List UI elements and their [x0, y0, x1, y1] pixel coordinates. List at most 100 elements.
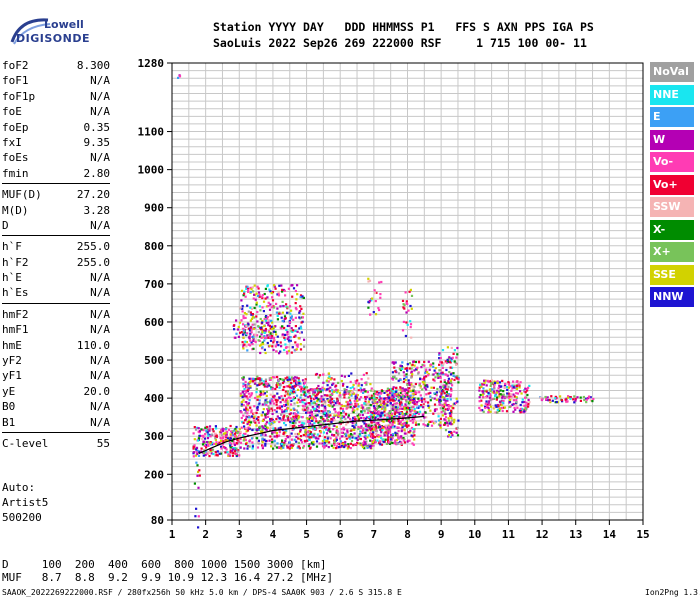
echo-point: [419, 419, 423, 422]
echo-point: [207, 444, 210, 447]
echo-point: [420, 366, 423, 369]
echo-point: [298, 447, 301, 450]
echo-point: [261, 321, 264, 324]
echo-point: [323, 446, 326, 449]
echo-point: [313, 397, 316, 400]
echo-point: [401, 426, 404, 429]
echo-point: [407, 381, 411, 384]
echo-point: [230, 437, 233, 440]
echo-point: [433, 379, 436, 382]
echo-point: [286, 403, 289, 406]
echo-point: [326, 439, 329, 442]
echo-point: [242, 414, 245, 417]
echo-point: [377, 413, 380, 416]
echo-point: [298, 381, 301, 385]
echo-point: [364, 390, 367, 393]
echo-point: [305, 386, 309, 389]
echo-point: [289, 417, 292, 420]
echo-point: [329, 378, 332, 381]
echo-point: [391, 361, 394, 364]
echo-point: [326, 418, 329, 422]
echo-point: [300, 386, 303, 389]
echo-point: [207, 451, 210, 454]
echo-point: [355, 396, 358, 399]
echo-point: [429, 395, 432, 398]
echo-point: [315, 437, 318, 440]
echo-point: [482, 410, 485, 413]
echo-point: [572, 398, 575, 401]
echo-point: [450, 410, 453, 414]
echo-point: [443, 379, 446, 382]
echo-point: [411, 415, 414, 418]
echo-point: [430, 363, 433, 366]
echo-point: [455, 376, 458, 379]
echo-point: [439, 356, 442, 360]
echo-point: [449, 381, 453, 384]
echo-point: [376, 401, 379, 404]
param-row: yF1 N/A: [2, 368, 110, 383]
echo-point: [442, 405, 446, 408]
echo-point: [254, 396, 257, 400]
echo-point: [297, 377, 300, 380]
echo-point: [256, 310, 259, 314]
echo-point: [383, 434, 386, 437]
echo-point: [262, 408, 265, 411]
echo-point: [259, 430, 263, 433]
echo-point: [349, 417, 352, 421]
echo-point: [299, 331, 302, 335]
echo-point: [245, 313, 248, 316]
echo-point: [393, 366, 396, 369]
echo-point: [297, 398, 300, 401]
echo-point: [397, 388, 400, 392]
echo-point: [361, 406, 364, 409]
echo-point: [197, 427, 200, 430]
legend-item: W: [650, 129, 694, 150]
echo-point: [297, 379, 301, 382]
echo-point: [483, 389, 486, 393]
echo-point: [240, 299, 243, 302]
echo-point: [513, 406, 516, 410]
echo-point: [346, 430, 349, 433]
echo-point: [214, 425, 217, 428]
echo-point: [246, 403, 249, 406]
echo-point: [390, 412, 393, 415]
echo-point: [410, 434, 413, 437]
echo-point: [252, 339, 255, 342]
echo-point: [218, 441, 221, 444]
echo-point: [374, 401, 377, 405]
echo-point: [349, 380, 352, 383]
echo-point: [399, 412, 403, 415]
echo-point: [245, 391, 248, 394]
echo-point: [292, 287, 296, 290]
echo-point: [248, 416, 251, 419]
echo-point: [408, 383, 411, 387]
echo-point: [261, 428, 264, 431]
echo-point: [402, 320, 405, 323]
echo-point: [283, 400, 286, 403]
echo-point: [229, 449, 232, 452]
echo-point: [395, 390, 398, 393]
echo-point: [330, 444, 333, 447]
echo-point: [453, 430, 456, 433]
echo-point: [397, 372, 401, 375]
echo-point: [245, 407, 248, 410]
echo-point: [368, 445, 371, 448]
echo-point: [267, 412, 270, 415]
echo-point: [287, 393, 290, 396]
echo-point: [345, 433, 348, 436]
echo-point: [242, 328, 245, 331]
echo-point: [419, 385, 422, 388]
echo-point: [515, 380, 518, 383]
echo-point: [343, 435, 346, 438]
echo-point: [417, 360, 421, 363]
echo-point: [370, 420, 373, 423]
echo-point: [521, 398, 524, 401]
echo-point: [260, 333, 263, 336]
echo-point: [311, 419, 314, 422]
echo-point: [442, 363, 445, 366]
echo-point: [378, 442, 381, 445]
echo-point: [287, 339, 290, 342]
echo-point: [441, 371, 444, 374]
echo-point: [502, 399, 505, 402]
echo-point: [437, 376, 440, 379]
